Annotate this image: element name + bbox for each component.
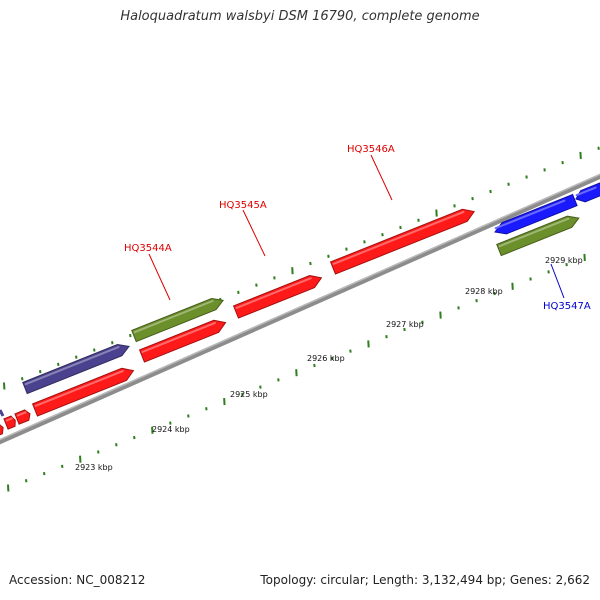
gene-arrow-shine — [5, 417, 13, 422]
ruler-label: 2923 kbp — [75, 463, 113, 472]
feature-bar-shine — [133, 299, 214, 334]
gene-arrow — [138, 319, 227, 363]
gene-arrow-shine — [575, 186, 597, 197]
gene-arrow-shine — [16, 411, 27, 417]
feature-bar-shine — [24, 346, 120, 386]
accession-text: Accession: NC_008212 — [9, 573, 146, 587]
gene-arrow-shine — [141, 321, 216, 353]
genome-summary-text: Topology: circular; Length: 3,132,494 bp… — [260, 573, 590, 587]
ruler-label: 2929 kbp — [545, 256, 583, 265]
backbone-highlight — [0, 173, 600, 441]
gene-arrow — [14, 409, 31, 425]
ruler-label: 2924 kbp — [152, 425, 190, 434]
gene-label: HQ3546A — [347, 144, 395, 155]
feature-bar — [496, 215, 580, 257]
gene-label: HQ3547A — [543, 301, 591, 312]
gene-arrow — [0, 424, 4, 436]
gene-arrow — [31, 367, 135, 417]
gene-arrow-shine — [494, 199, 566, 230]
gene-arrow — [329, 208, 475, 275]
ruler-label: 2927 kbp — [386, 320, 424, 329]
gene-arrow — [232, 274, 323, 319]
feature-bar-shine — [498, 217, 570, 248]
gene-label: HQ3545A — [219, 200, 267, 211]
map-title: Haloquadratum walsbyi DSM 16790, complet… — [120, 9, 480, 24]
edge-mark — [0, 409, 5, 417]
ruler-label: 2928 kbp — [465, 287, 503, 296]
gene-arrow-shine — [235, 277, 312, 309]
gene-label-leader — [370, 154, 393, 201]
gene-arrow-shine — [332, 210, 465, 265]
gene-arrow — [3, 415, 16, 430]
feature-bar — [131, 297, 225, 343]
gene-label-leader — [242, 209, 266, 257]
gene-arrow-shine — [34, 370, 124, 407]
feature-bar — [22, 344, 130, 395]
gene-label-leader — [148, 253, 171, 301]
ruler-label: 2925 kbp — [230, 390, 268, 399]
gene-label-leader — [550, 263, 565, 299]
ruler-label: 2926 kbp — [307, 354, 345, 363]
gene-label: HQ3544A — [124, 243, 172, 254]
backbone-line — [0, 173, 600, 445]
